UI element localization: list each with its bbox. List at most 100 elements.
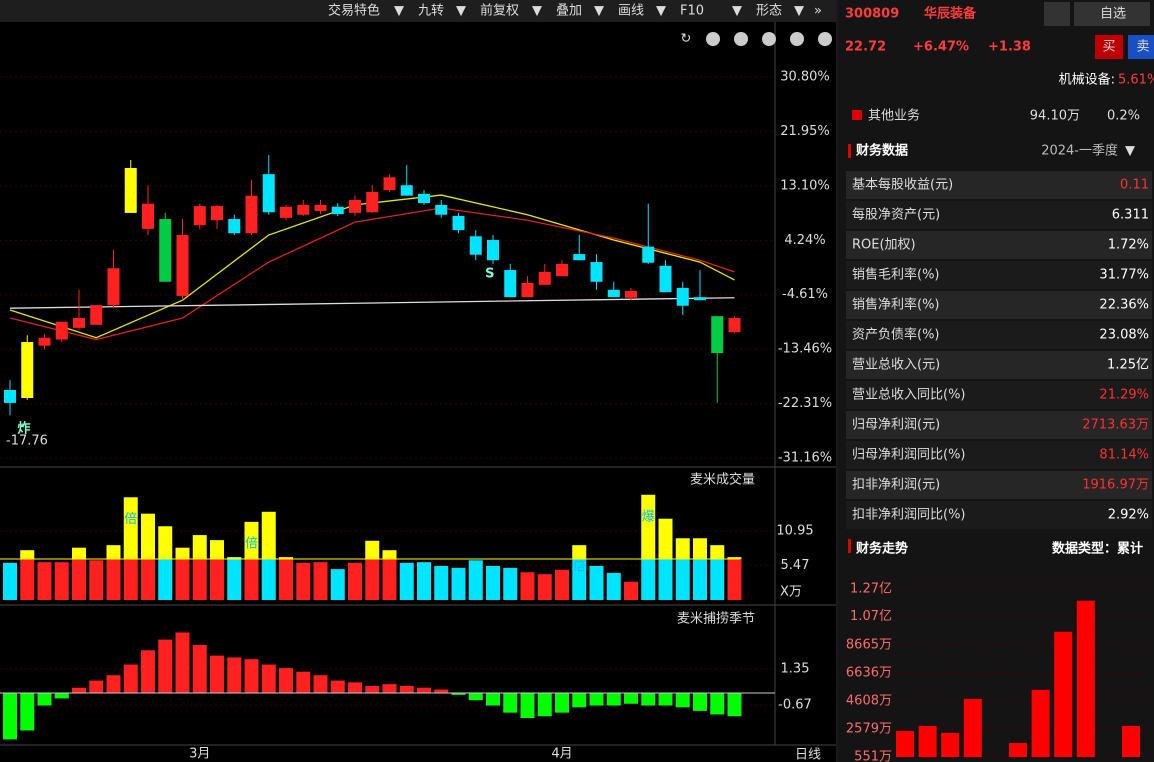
- candle-body: [659, 265, 672, 293]
- volume-excess: [710, 545, 725, 560]
- y-tick-label: 4.24%: [784, 233, 825, 248]
- indicator-bar: [192, 644, 207, 694]
- volume-bar: [210, 559, 224, 600]
- dropdown-icon[interactable]: ▼: [794, 4, 804, 19]
- x-tick-label: 3月: [189, 747, 210, 762]
- zoom-out[interactable]: [734, 32, 748, 46]
- volume-bar: [89, 560, 104, 600]
- zoom-in[interactable]: [706, 32, 720, 46]
- volume-excess: [244, 521, 259, 560]
- indicator-bar: [279, 668, 293, 694]
- help[interactable]: [790, 32, 804, 46]
- candle-body: [711, 316, 724, 354]
- signal-label: 炸: [17, 421, 30, 437]
- indicator-bar: [296, 671, 311, 694]
- candle-body: [521, 282, 534, 298]
- volume-bar: [175, 559, 190, 600]
- row-label: 营业总收入同比(%): [852, 388, 966, 403]
- buy-button[interactable]: [1095, 35, 1123, 59]
- indicator-bar: [37, 693, 52, 706]
- row-value: 81.14%: [1099, 448, 1149, 463]
- dropdown-icon[interactable]: ▼: [1125, 144, 1135, 159]
- indicator-bar: [589, 693, 604, 706]
- indicator-bar: [313, 675, 328, 694]
- row-bg: [846, 201, 1152, 229]
- row-value: 2713.63万: [1082, 418, 1149, 433]
- volume-bar: [727, 559, 742, 600]
- period-label[interactable]: 日线: [795, 748, 821, 762]
- indicator-bar: [486, 693, 500, 706]
- bell-button[interactable]: [1044, 2, 1070, 26]
- dropdown-icon[interactable]: ▼: [456, 4, 466, 19]
- candle-body: [435, 204, 448, 215]
- y-tick-label: 4608万: [846, 693, 892, 708]
- volume-bar: [555, 569, 569, 600]
- sell-label[interactable]: 卖: [1136, 40, 1149, 55]
- indicator-bar: [89, 680, 104, 694]
- volume-bar: [537, 574, 552, 600]
- more-button[interactable]: »: [814, 4, 822, 19]
- revenue-bar: [896, 730, 914, 757]
- revenue-bar: [941, 732, 960, 757]
- volume-bar: [106, 559, 121, 600]
- row-bg: [846, 291, 1152, 319]
- business-pct: 0.2%: [1107, 109, 1140, 124]
- indicator-bar: [503, 693, 518, 713]
- watch-button[interactable]: [1074, 2, 1150, 26]
- candle-body: [228, 219, 241, 234]
- panel-title: 麦米捕捞季节: [677, 611, 755, 627]
- indicator-bar: [365, 685, 380, 694]
- toolbar-item[interactable]: 叠加: [556, 4, 582, 19]
- volume-excess: [365, 540, 380, 560]
- dropdown-icon[interactable]: ▼: [594, 4, 604, 19]
- revenue-bar: [1031, 689, 1050, 757]
- volume-bar: [606, 572, 621, 600]
- sell-button[interactable]: [1128, 35, 1154, 59]
- toolbar-item[interactable]: F10: [680, 4, 704, 19]
- toolbar-item[interactable]: 画线: [618, 4, 644, 19]
- candle-body: [573, 254, 586, 261]
- panel-title: 麦米成交量: [690, 472, 755, 488]
- row-label: 营业总收入(元): [852, 358, 940, 373]
- stock-name: 华辰装备: [924, 6, 977, 22]
- toolbar-item[interactable]: 前复权: [480, 3, 519, 19]
- settings[interactable]: [762, 32, 776, 46]
- toolbar-item[interactable]: 形态: [756, 4, 782, 19]
- buy-label[interactable]: 买: [1102, 40, 1115, 55]
- row-value: 6.311: [1112, 208, 1149, 223]
- data-mode: 数据类型：累计: [1052, 541, 1143, 557]
- row-bg: [846, 261, 1152, 289]
- dropdown-icon[interactable]: ▼: [394, 4, 404, 19]
- section-title: 财务走势: [856, 541, 908, 557]
- tool-icon[interactable]: ↻: [681, 32, 692, 47]
- y-tick-label: 21.95%: [780, 124, 830, 139]
- dropdown-icon[interactable]: ▼: [732, 4, 742, 19]
- row-label: 资产负债率(%): [852, 327, 940, 343]
- candle-body: [331, 206, 344, 215]
- volume-bar: [710, 559, 725, 600]
- close[interactable]: [818, 32, 832, 46]
- period-select[interactable]: 2024-一季度: [1041, 143, 1118, 159]
- volume-bar: [486, 565, 500, 600]
- legend-swatch: [852, 110, 862, 120]
- toolbar-item[interactable]: 九转: [418, 4, 444, 19]
- indicator-bar: [20, 693, 35, 731]
- revenue-bar: [1076, 600, 1095, 757]
- volume-tag: 倍: [124, 512, 137, 527]
- row-label: 归母净利润同比(%): [852, 448, 966, 463]
- volume-bar: [20, 559, 35, 600]
- indicator-bar: [175, 632, 190, 694]
- volume-bar: [468, 560, 483, 600]
- change: +1.38: [988, 40, 1031, 55]
- y-tick-label: 10.95: [776, 524, 813, 539]
- toolbar-item[interactable]: 交易特色: [328, 3, 380, 19]
- dropdown-icon[interactable]: ▼: [532, 4, 542, 19]
- dropdown-icon[interactable]: ▼: [656, 4, 666, 19]
- candle-body: [469, 236, 482, 255]
- candle-body: [245, 195, 258, 234]
- watch-label[interactable]: 自选: [1100, 7, 1126, 22]
- row-bg: [846, 441, 1152, 469]
- volume-bar: [141, 559, 155, 600]
- candle-body: [4, 389, 16, 403]
- indicator-bar: [141, 650, 155, 694]
